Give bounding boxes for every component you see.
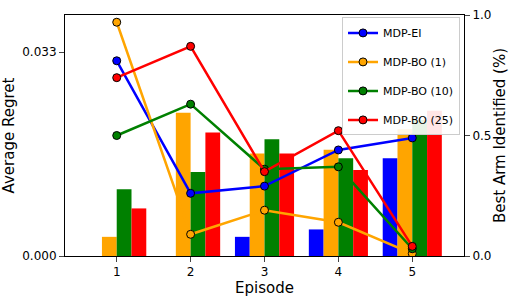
svg-text:Best Arm Identified (%): Best Arm Identified (%)	[491, 48, 509, 223]
svg-text:4: 4	[335, 265, 343, 279]
svg-text:0.0: 0.0	[472, 249, 491, 263]
svg-text:Average Regret: Average Regret	[0, 77, 18, 193]
svg-text:1: 1	[113, 265, 121, 279]
svg-text:Episode: Episode	[235, 279, 294, 297]
svg-text:1.0: 1.0	[472, 8, 491, 22]
svg-text:3: 3	[261, 265, 269, 279]
svg-text:5: 5	[408, 265, 416, 279]
svg-text:2: 2	[187, 265, 195, 279]
svg-text:MDP-BO (1): MDP-BO (1)	[383, 56, 446, 69]
svg-text:MDP-BO (10): MDP-BO (10)	[383, 85, 453, 98]
svg-text:0.000: 0.000	[22, 249, 56, 263]
svg-text:MDP-EI: MDP-EI	[383, 27, 422, 40]
svg-text:0.033: 0.033	[22, 45, 56, 59]
svg-text:0.5: 0.5	[472, 129, 491, 143]
svg-text:MDP-BO (25): MDP-BO (25)	[383, 114, 453, 127]
